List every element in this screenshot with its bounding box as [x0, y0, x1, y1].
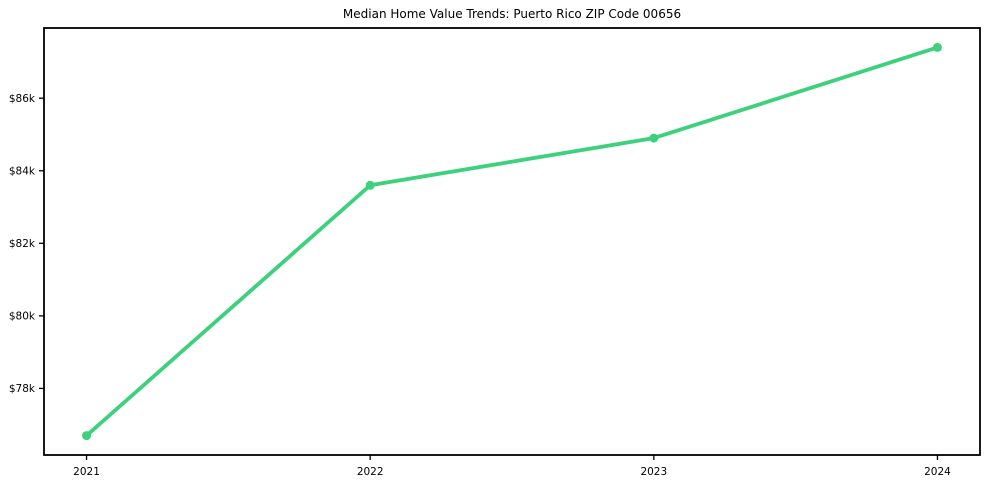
x-axis-tick-label: 2022	[357, 466, 384, 478]
data-point-marker	[82, 431, 92, 441]
y-axis-tick-label: $82k	[9, 238, 36, 250]
x-axis-tick-label: 2023	[640, 466, 667, 478]
data-point-marker	[649, 133, 659, 143]
data-point-marker	[932, 42, 942, 52]
trend-line	[84, 45, 940, 438]
y-axis-tick-label: $86k	[9, 93, 36, 105]
x-axis-tick-label: 2021	[73, 466, 100, 478]
y-axis-tick-label: $78k	[9, 383, 36, 395]
chart-title: Median Home Value Trends: Puerto Rico ZI…	[342, 7, 682, 21]
x-axis-tick-label: 2024	[924, 466, 951, 478]
data-point-marker	[365, 180, 375, 190]
y-axis-tick-label: $80k	[9, 311, 36, 323]
axes-box	[43, 27, 981, 456]
y-axis-tick-label: $84k	[9, 165, 36, 177]
